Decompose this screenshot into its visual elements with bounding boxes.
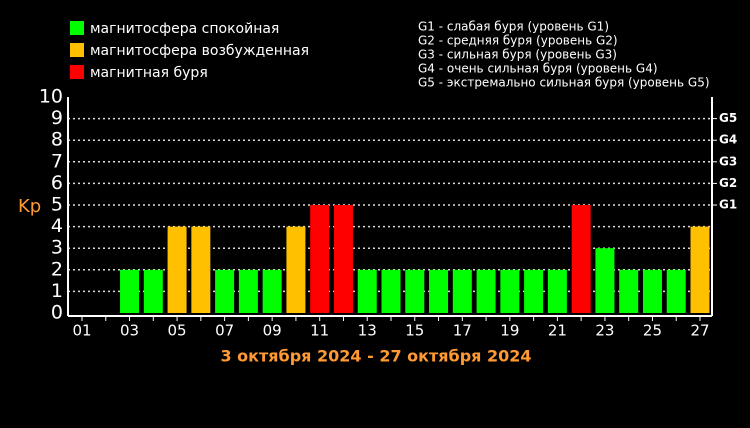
- bar: [429, 269, 449, 313]
- bar: [452, 269, 472, 313]
- y-tick-label: 6: [51, 172, 63, 194]
- y2-tick-label: G4: [719, 133, 737, 147]
- legend-label: магнитосфера возбужденная: [90, 43, 309, 59]
- bar: [524, 269, 544, 313]
- storm-level-note: G4 - очень сильная буря (уровень G4): [418, 62, 658, 76]
- y-tick-label: 4: [51, 215, 63, 237]
- y-tick-label: 0: [51, 302, 63, 324]
- y-tick-label: 7: [51, 150, 63, 172]
- legend-swatch: [70, 21, 84, 35]
- x-tick-label: 03: [120, 322, 139, 340]
- bar: [619, 269, 639, 313]
- bar: [666, 269, 686, 313]
- x-tick-label: 15: [405, 322, 424, 340]
- y-tick-label: 10: [39, 86, 63, 108]
- x-tick-label: 23: [595, 322, 614, 340]
- legend-label: магнитная буря: [90, 65, 208, 81]
- y2-tick-label: G3: [719, 154, 737, 168]
- y2-tick-label: G2: [719, 176, 737, 190]
- y-tick-label: 3: [51, 237, 63, 259]
- x-tick-label: 09: [263, 322, 282, 340]
- y2-tick-label: G5: [719, 111, 737, 125]
- storm-level-note: G3 - сильная буря (уровень G3): [418, 48, 617, 62]
- bar: [547, 269, 567, 313]
- bar: [571, 205, 591, 313]
- bar: [381, 269, 401, 313]
- bar: [357, 269, 377, 313]
- bar: [143, 269, 163, 313]
- storm-level-note: G1 - слабая буря (уровень G1): [418, 20, 609, 34]
- bar: [238, 269, 258, 313]
- y-tick-label: 8: [51, 129, 63, 151]
- bar: [310, 205, 330, 313]
- bar: [167, 226, 187, 313]
- x-tick-label: 11: [310, 322, 329, 340]
- bar: [191, 226, 211, 313]
- x-tick-label: 07: [215, 322, 234, 340]
- x-tick-label: 25: [643, 322, 662, 340]
- y-tick-label: 9: [51, 107, 63, 129]
- bar: [286, 226, 306, 313]
- x-tick-label: 19: [500, 322, 519, 340]
- bar: [262, 269, 282, 313]
- x-tick-label: 05: [168, 322, 187, 340]
- storm-level-note: G2 - средняя буря (уровень G2): [418, 34, 618, 48]
- x-tick-label: 21: [548, 322, 567, 340]
- legend-label: магнитосфера спокойная: [90, 21, 279, 37]
- bar: [476, 269, 496, 313]
- y-axis-label: Kp: [18, 196, 41, 217]
- x-tick-label: 13: [358, 322, 377, 340]
- bar: [690, 226, 710, 313]
- y-tick-label: 5: [51, 194, 63, 216]
- bar: [595, 248, 615, 313]
- bar: [642, 269, 662, 313]
- x-tick-label: 27: [690, 322, 709, 340]
- storm-level-note: G5 - экстремально сильная буря (уровень …: [418, 76, 710, 90]
- bar: [215, 269, 235, 313]
- x-tick-label: 01: [72, 322, 91, 340]
- legend-swatch: [70, 65, 84, 79]
- y-tick-label: 2: [51, 258, 63, 280]
- legend-swatch: [70, 43, 84, 57]
- bar: [405, 269, 425, 313]
- x-tick-label: 17: [453, 322, 472, 340]
- y2-tick-label: G1: [719, 198, 737, 212]
- bar: [333, 205, 353, 313]
- bar: [120, 269, 140, 313]
- x-axis-label: 3 октября 2024 - 27 октября 2024: [220, 347, 531, 366]
- y-tick-label: 1: [51, 280, 63, 302]
- bar: [500, 269, 520, 313]
